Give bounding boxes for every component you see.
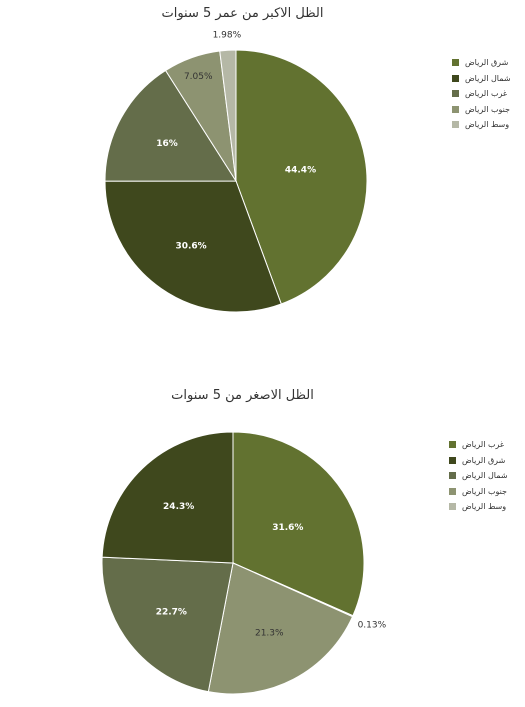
slice-value-label: 31.6% bbox=[272, 523, 303, 533]
legend-label: وسط الرياض bbox=[462, 502, 507, 512]
legend-item: غرب الرياض bbox=[449, 437, 508, 453]
legend-item: غرب الرياض bbox=[452, 86, 511, 102]
legend-label: شمال الرياض bbox=[465, 73, 511, 83]
pie-chart-svg: 31.6% 0.13% 21.3% 22.7% 24.3% bbox=[101, 431, 387, 695]
legend-item: شرق الرياض bbox=[449, 453, 508, 469]
legend-label: شرق الرياض bbox=[465, 58, 509, 68]
slice-value-label: 24.3% bbox=[163, 502, 194, 512]
pie-slice bbox=[101, 556, 234, 693]
legend-swatch bbox=[452, 74, 459, 82]
legend-swatch bbox=[452, 90, 459, 98]
slice-value-label: 16% bbox=[156, 139, 178, 149]
slice-value-label: 0.13% bbox=[358, 621, 387, 631]
legend-label: غرب الرياض bbox=[462, 440, 505, 450]
legend-label: جنوب الرياض bbox=[465, 104, 510, 114]
pie-chart-svg: 44.4% 30.6% 16% 7.05% 1.98% bbox=[104, 31, 368, 313]
legend-item: شرق الرياض bbox=[452, 55, 511, 71]
legend-item: وسط الرياض bbox=[449, 499, 508, 515]
slice-value-label: 44.4% bbox=[285, 166, 316, 176]
legend-label: وسط الرياض bbox=[465, 120, 510, 130]
legend-label: شمال الرياض bbox=[462, 471, 508, 481]
legend-item: شمال الرياض bbox=[449, 468, 508, 484]
pie-slice bbox=[235, 49, 368, 305]
slice-value-label: 22.7% bbox=[156, 608, 187, 618]
pie-slice bbox=[232, 431, 365, 617]
legend-swatch bbox=[452, 121, 459, 129]
pie-slice bbox=[207, 562, 354, 695]
pie-slice bbox=[219, 49, 237, 182]
pie-slice bbox=[104, 180, 282, 313]
legend-swatch bbox=[449, 472, 456, 480]
legend-swatch bbox=[449, 456, 456, 464]
legend-item: جنوب الرياض bbox=[449, 484, 508, 500]
legend-swatch bbox=[449, 487, 456, 495]
pie-slice bbox=[104, 69, 237, 182]
legend-item: شمال الرياض bbox=[452, 71, 511, 87]
slice-value-label: 21.3% bbox=[255, 629, 284, 639]
legend-label: شرق الرياض bbox=[462, 455, 506, 465]
legend-swatch bbox=[449, 503, 456, 511]
legend-swatch bbox=[449, 441, 456, 449]
legend-item: جنوب الرياض bbox=[452, 102, 511, 118]
slice-value-label: 7.05% bbox=[184, 72, 213, 82]
chart-title: الظل الاصغر من 5 سنوات bbox=[171, 388, 314, 403]
legend-swatch bbox=[452, 59, 459, 67]
legend-item: وسط الرياض bbox=[452, 117, 511, 133]
pie-chart-older-than-5: الظل الاكبر من عمر 5 سنوات 44.4% 30.6% 16%… bbox=[0, 0, 525, 350]
pie-slice bbox=[101, 431, 234, 564]
legend-label: غرب الرياض bbox=[465, 89, 508, 99]
slice-value-label: 30.6% bbox=[175, 241, 206, 251]
legend: غرب الرياض شرق الرياض شمال الرياض جنوب الري… bbox=[449, 437, 508, 515]
legend: شرق الرياض شمال الرياض غرب الرياض جنوب الري… bbox=[452, 55, 511, 133]
legend-label: جنوب الرياض bbox=[462, 486, 507, 496]
chart-title: الظل الاكبر من عمر 5 سنوات bbox=[161, 6, 324, 21]
pie-chart-younger-than-5: الظل الاصغر من 5 سنوات 31.6% 0.13% 21.3% 22… bbox=[0, 380, 525, 707]
legend-swatch bbox=[452, 105, 459, 113]
slice-value-label: 1.98% bbox=[213, 31, 242, 41]
